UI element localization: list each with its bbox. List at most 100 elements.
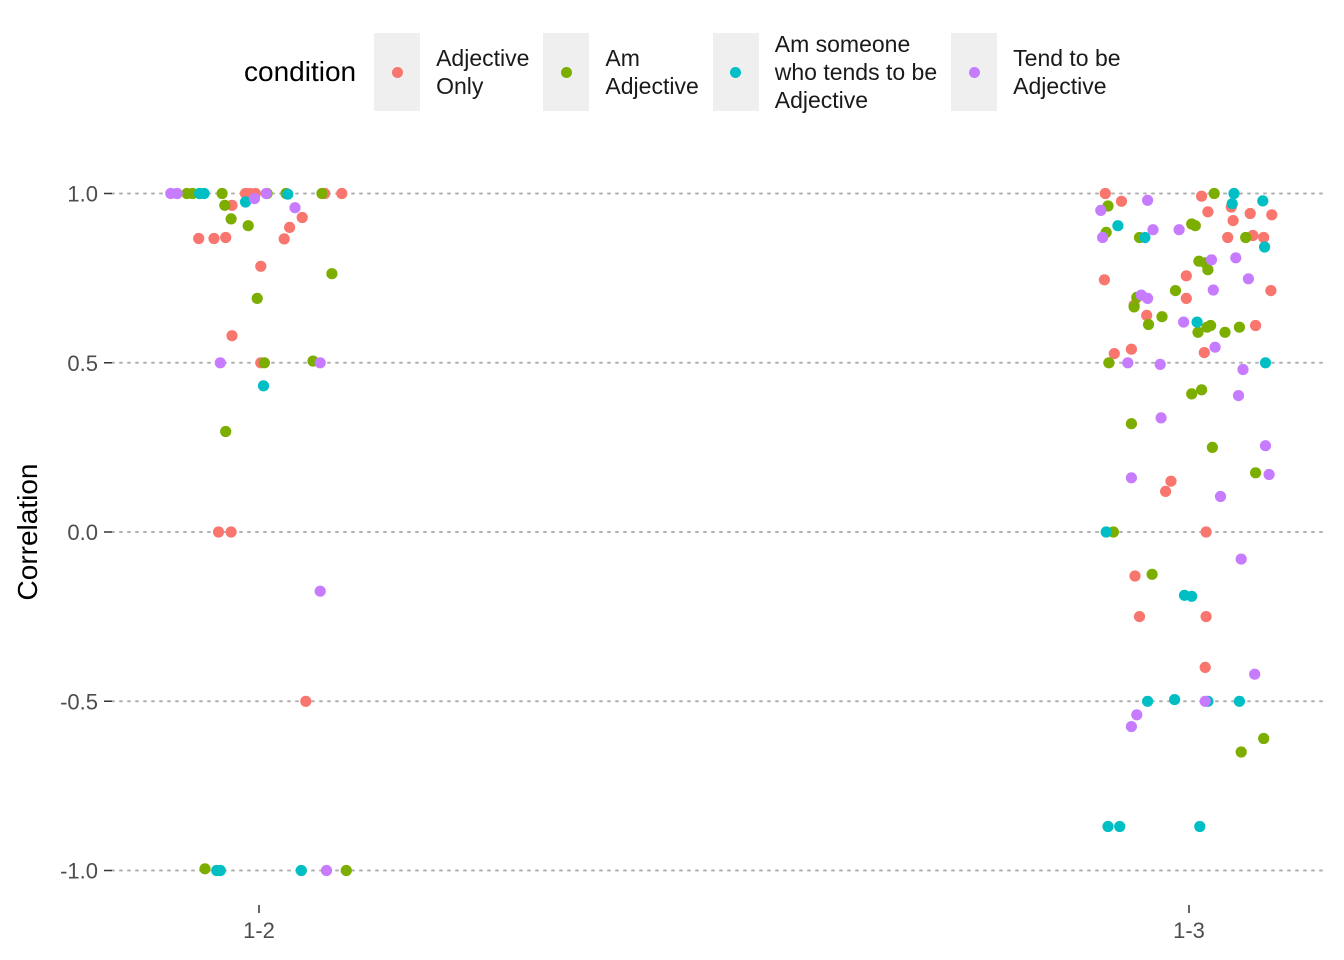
data-point: [314, 585, 326, 597]
data-point: [212, 526, 225, 538]
data-point: [1103, 357, 1115, 369]
y-tick-label: 0.0: [67, 520, 98, 545]
data-point: [1142, 292, 1154, 304]
data-point: [1259, 357, 1272, 369]
data-point: [336, 187, 348, 200]
data-point: [214, 357, 226, 369]
legend-item-am-someone: Am someone who tends to be Adjective: [712, 30, 938, 114]
data-point: [1173, 224, 1185, 236]
data-point: [1112, 220, 1124, 232]
data-point: [1139, 231, 1151, 244]
data-point: [1196, 384, 1208, 396]
data-point: [1242, 273, 1254, 285]
data-point: [1207, 284, 1219, 296]
legend-item-adjective-only: Adjective Only: [374, 33, 529, 111]
data-point: [1154, 358, 1166, 370]
y-tick-label: -1.0: [60, 859, 98, 884]
data-point: [295, 864, 307, 877]
data-point: [284, 221, 296, 233]
data-point: [1169, 694, 1181, 706]
data-point: [220, 425, 232, 438]
data-point: [1102, 820, 1114, 833]
data-point: [1141, 309, 1153, 321]
legend-key: [951, 33, 998, 111]
data-point: [1100, 526, 1112, 538]
data-point: [198, 187, 210, 200]
data-point: [1205, 254, 1218, 266]
series-group: [165, 187, 1275, 877]
data-point: [1142, 695, 1154, 707]
data-point: [216, 187, 228, 200]
data-point: [1189, 220, 1201, 232]
data-point: [1165, 475, 1177, 487]
data-point: [1233, 695, 1245, 707]
data-point: [1226, 198, 1238, 210]
legend-label: Am someone who tends to be Adjective: [774, 31, 938, 113]
data-point: [1133, 611, 1146, 623]
data-point: [239, 196, 252, 208]
data-point: [1249, 668, 1261, 680]
y-tick-label: 0.5: [67, 351, 98, 376]
data-point: [1095, 204, 1107, 216]
data-point: [1178, 316, 1190, 328]
data-point: [1202, 264, 1214, 276]
data-point: [199, 863, 211, 875]
legend-key: [543, 33, 590, 111]
data-point: [1125, 472, 1137, 484]
data-point: [326, 268, 338, 280]
data-point: [1186, 388, 1198, 400]
data-point: [1156, 311, 1168, 323]
data-point: [1192, 326, 1204, 338]
data-point: [1191, 316, 1203, 328]
data-point: [1250, 467, 1262, 479]
legend-item-tend-to-be: Tend to be Adjective: [951, 33, 1121, 111]
data-point: [242, 220, 254, 232]
data-point: [1160, 485, 1172, 497]
data-point: [1233, 321, 1245, 333]
data-point: [1230, 252, 1242, 264]
data-point: [320, 864, 333, 877]
series-group: [193, 187, 1278, 707]
data-point: [1194, 820, 1206, 833]
data-point: [1237, 363, 1249, 376]
data-point: [260, 187, 272, 200]
data-point: [225, 213, 237, 225]
data-point: [278, 233, 290, 245]
data-point: [1235, 746, 1247, 758]
data-point: [1208, 187, 1220, 200]
data-point: [1265, 285, 1277, 297]
data-point: [340, 864, 352, 877]
data-point: [1228, 187, 1240, 200]
data-point: [1196, 190, 1208, 202]
data-point: [1244, 207, 1256, 220]
legend-key: [712, 33, 759, 111]
data-point: [1186, 590, 1198, 602]
data-point: [316, 187, 328, 200]
data-point: [1129, 570, 1141, 582]
data-point: [208, 232, 220, 245]
data-point: [171, 187, 183, 200]
data-point: [1099, 187, 1111, 200]
data-point: [1232, 390, 1245, 402]
data-point: [1180, 270, 1192, 282]
legend-label: Am Adjective: [605, 45, 699, 99]
data-point: [248, 193, 261, 205]
data-point: [1114, 820, 1126, 833]
legend: condition Adjective Only Am Adjective Am…: [244, 30, 1135, 114]
data-point: [1198, 347, 1210, 359]
legend-key: [374, 33, 421, 111]
data-point: [1199, 695, 1211, 707]
data-point: [1142, 194, 1154, 206]
data-point: [1263, 468, 1275, 481]
data-point: [1125, 343, 1137, 355]
data-point: [1258, 231, 1270, 244]
data-point: [1125, 418, 1137, 430]
data-point: [1240, 231, 1252, 244]
data-point: [1222, 231, 1234, 244]
data-point: [1180, 292, 1192, 304]
data-point: [225, 526, 237, 538]
data-point: [1250, 319, 1262, 332]
data-point: [1125, 721, 1137, 733]
data-point: [1200, 611, 1212, 623]
data-point: [1097, 231, 1109, 244]
